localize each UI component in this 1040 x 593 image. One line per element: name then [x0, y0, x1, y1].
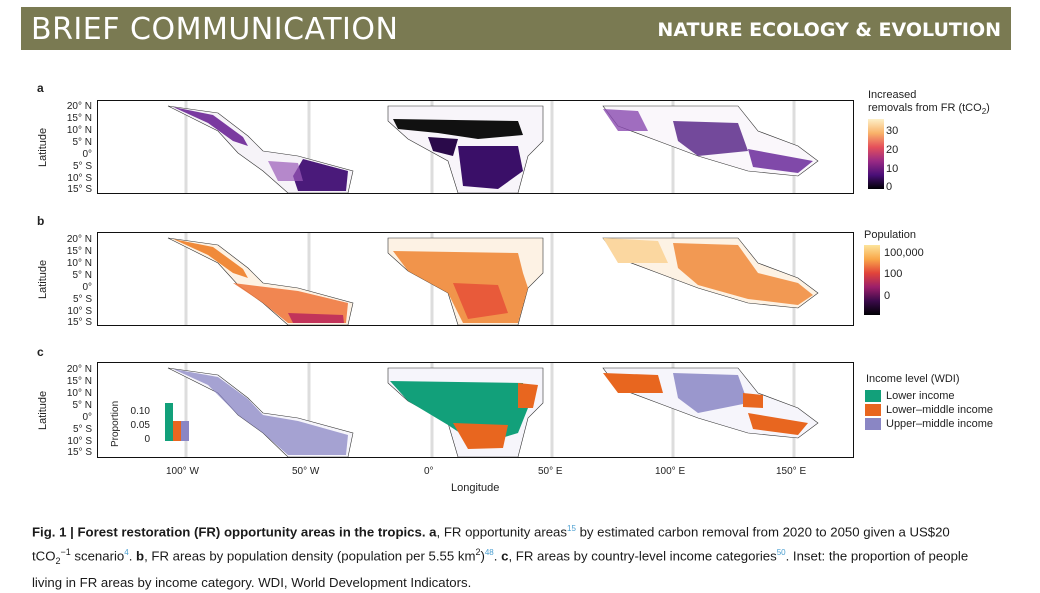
- ytick: 15° N: [66, 113, 92, 124]
- caption-ref-4[interactable]: 4: [124, 548, 129, 558]
- inset-bar-lower-middle-income: [173, 421, 181, 441]
- legend-a-tick: 10: [886, 163, 899, 175]
- ytick: 0°: [82, 149, 92, 160]
- ytick: 0°: [82, 282, 92, 293]
- ytick: 15° N: [66, 376, 92, 387]
- legend-swatch-upper-middle-income: [865, 418, 881, 430]
- ytick: 20° N: [66, 234, 92, 245]
- legend-b-tick: 100: [884, 268, 903, 280]
- legend-b-title: Population: [864, 229, 916, 241]
- legend-a-tick: 30: [886, 125, 899, 137]
- legend-b-colorbar: [864, 245, 880, 315]
- legend-b-tick: 0: [884, 290, 891, 302]
- panel-b-map: [97, 232, 854, 326]
- ytick: 10° S: [67, 436, 92, 447]
- legend-item-lower-income: Lower income: [886, 390, 955, 402]
- legend-c-title: Income level (WDI): [866, 373, 960, 385]
- caption-a-text: , FR opportunity areas: [436, 524, 567, 540]
- ytick: 5° N: [72, 270, 92, 281]
- panel-c-ylabel: Latitude: [37, 390, 49, 430]
- caption-a-text2: by estimated carbon removal from 2020 to…: [32, 524, 950, 564]
- legend-a-title-line2: removals from FR (tCO2): [868, 102, 990, 116]
- legend-item-lower-middle-income: Lower–middle income: [886, 404, 993, 416]
- ytick: 20° N: [66, 101, 92, 112]
- panel-a-letter: a: [37, 81, 44, 95]
- caption-fig-title: Fig. 1 | Forest restoration (FR) opportu…: [32, 524, 426, 540]
- caption-a-sub: 2: [55, 556, 61, 567]
- legend-a-colorbar: [868, 119, 884, 189]
- legend-b-tick: 100,000: [884, 247, 924, 259]
- ytick: 10° N: [66, 125, 92, 136]
- journal-name: NATURE ECOLOGY & EVOLUTION: [657, 19, 1001, 41]
- ytick: 5° N: [72, 400, 92, 411]
- caption-ref-50[interactable]: 50: [776, 548, 786, 558]
- ytick: 10° N: [66, 258, 92, 269]
- xtick: 50° E: [538, 466, 563, 477]
- ytick: 10° S: [67, 173, 92, 184]
- panel-a-ylabel: Latitude: [37, 127, 49, 167]
- legend-swatch-lower-middle-income: [865, 404, 881, 416]
- inset-ytick: 0.10: [130, 406, 150, 417]
- caption-ref-15[interactable]: 15: [567, 524, 576, 533]
- caption-b-text2: ): [480, 548, 485, 564]
- inset-ytick: 0.05: [130, 420, 150, 431]
- article-type: BRIEF COMMUNICATION: [31, 12, 399, 47]
- panel-a-map-graphic: [167, 101, 819, 193]
- ytick: 20° N: [66, 364, 92, 375]
- legend-swatch-lower-income: [865, 390, 881, 402]
- panel-c-letter: c: [37, 345, 44, 359]
- ytick: 5° S: [72, 294, 92, 305]
- inset-chart: [165, 403, 189, 441]
- ytick: 5° S: [72, 161, 92, 172]
- ytick: 15° N: [66, 246, 92, 257]
- ytick: 15° S: [67, 184, 92, 195]
- caption-b-text: , FR areas by population density (popula…: [144, 548, 476, 564]
- inset-bar-lower-income: [165, 403, 173, 441]
- xtick: 100° W: [166, 466, 199, 477]
- panel-a-map: [97, 100, 854, 194]
- caption-c-label: c: [501, 548, 509, 564]
- legend-item-upper-middle-income: Upper–middle income: [886, 418, 993, 430]
- ytick: 0°: [82, 412, 92, 423]
- caption-ref-48[interactable]: 48: [484, 548, 494, 558]
- inset-bar-upper-middle-income: [181, 421, 189, 441]
- ytick: 5° N: [72, 137, 92, 148]
- legend-a-tick: 20: [886, 144, 899, 156]
- ytick: 5° S: [72, 424, 92, 435]
- ytick: 15° S: [67, 317, 92, 328]
- xtick: 100° E: [655, 466, 686, 477]
- panel-c-map: [97, 362, 854, 458]
- inset-ytick: 0: [144, 434, 150, 445]
- panel-b-ylabel: Latitude: [37, 259, 49, 299]
- ytick: 10° N: [66, 388, 92, 399]
- caption-b-label: b: [136, 548, 145, 564]
- legend-a-title-end: ): [986, 102, 990, 114]
- ytick: 10° S: [67, 306, 92, 317]
- caption-c-text: , FR areas by country-level income categ…: [508, 548, 777, 564]
- panel-b-map-graphic: [167, 233, 819, 325]
- panel-b-letter: b: [37, 214, 45, 228]
- xtick: 50° W: [292, 466, 320, 477]
- ytick: 15° S: [67, 447, 92, 458]
- journal-header: BRIEF COMMUNICATION NATURE ECOLOGY & EVO…: [21, 7, 1011, 50]
- caption-a-text3: scenario: [70, 548, 125, 564]
- figure-caption: Fig. 1 | Forest restoration (FR) opportu…: [32, 524, 969, 591]
- legend-a-title-line1: Increased: [868, 89, 917, 101]
- legend-a-tick: 0: [886, 181, 893, 193]
- panel-c-map-graphic: [167, 363, 819, 457]
- caption-a-sup: −1: [60, 547, 71, 558]
- legend-a-title-sub: 2: [981, 107, 987, 117]
- legend-a-title-text: removals from FR (tCO: [868, 102, 982, 114]
- xaxis-title: Longitude: [451, 482, 500, 494]
- caption-b-sup: 2: [475, 547, 481, 558]
- xtick: 150° E: [776, 466, 807, 477]
- caption-a-label: a: [429, 524, 437, 540]
- xtick: 0°: [424, 466, 434, 477]
